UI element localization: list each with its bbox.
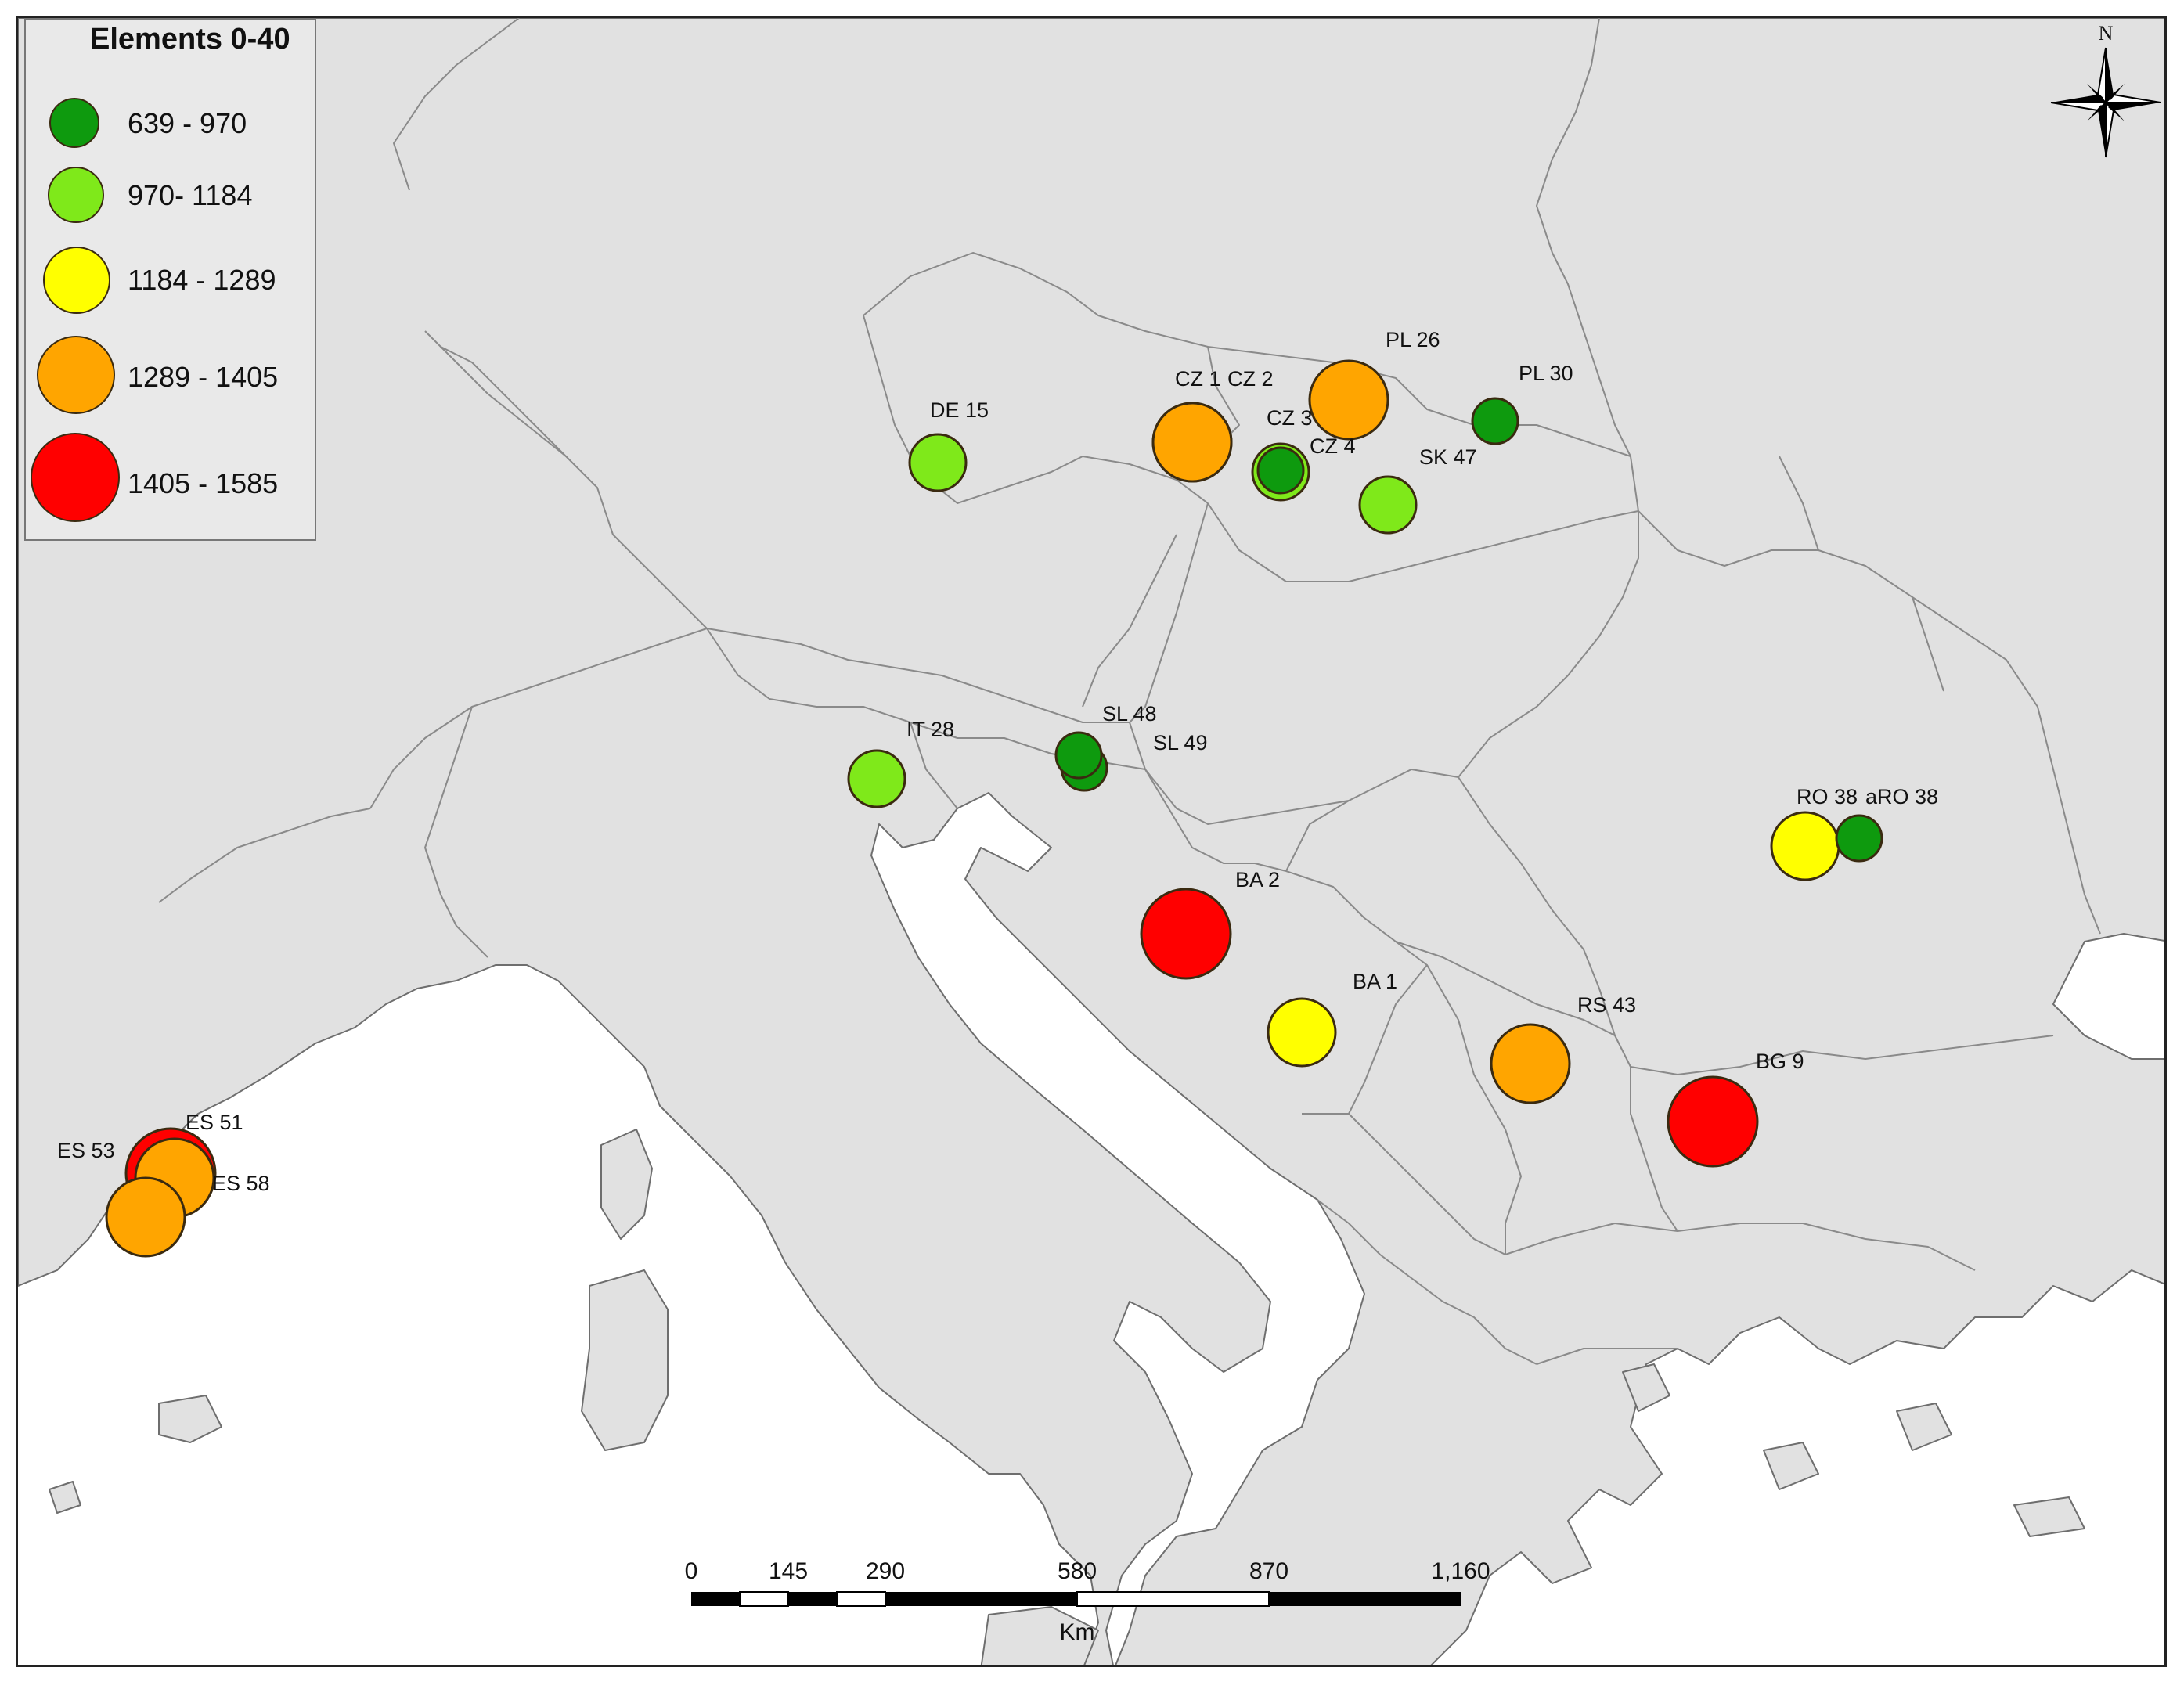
site-marker-sk-47 bbox=[1358, 475, 1418, 535]
site-marker-es-58 bbox=[105, 1176, 186, 1258]
scale-tick-290: 290 bbox=[866, 1558, 905, 1584]
site-marker-rs-43 bbox=[1490, 1023, 1571, 1104]
site-label-rs-43: RS 43 bbox=[1577, 993, 1636, 1017]
legend-label-4: 1289 - 1405 bbox=[128, 361, 279, 393]
scale-bar: 0 145 290 580 870 1,160 Km bbox=[685, 1558, 1490, 1645]
legend: Elements 0-40 639 - 970 970- 1184 1184 -… bbox=[24, 18, 316, 541]
country-borders bbox=[158, 18, 2101, 1365]
site-label-sk-47: SK 47 bbox=[1419, 445, 1477, 469]
site-label-pl-26: PL 26 bbox=[1386, 328, 1440, 351]
site-label-it-28: IT 28 bbox=[906, 718, 954, 741]
legend-swatch-4 bbox=[37, 336, 115, 414]
legend-swatch-3 bbox=[43, 247, 110, 314]
site-label-de-15: DE 15 bbox=[930, 398, 989, 422]
site-marker-bg-9 bbox=[1667, 1075, 1759, 1168]
aegean-island-4 bbox=[2013, 1496, 2085, 1537]
scale-seg-2 bbox=[739, 1591, 789, 1607]
mainland-europe bbox=[18, 18, 2164, 1665]
site-marker-ro-38 bbox=[1770, 811, 1840, 881]
site-marker-ba-1 bbox=[1267, 997, 1337, 1068]
scale-seg-5 bbox=[885, 1592, 1077, 1606]
scale-tick-145: 145 bbox=[769, 1558, 808, 1584]
scale-seg-3 bbox=[788, 1592, 837, 1606]
scale-seg-6 bbox=[1076, 1591, 1270, 1607]
legend-swatch-2 bbox=[48, 167, 104, 223]
legend-label-3: 1184 - 1289 bbox=[128, 264, 276, 296]
balearic-islands bbox=[158, 1395, 222, 1443]
site-marker-de-15 bbox=[908, 433, 968, 492]
site-marker-cz-2 bbox=[1151, 402, 1233, 483]
scale-tick-870: 870 bbox=[1249, 1558, 1288, 1584]
site-marker-aro-38 bbox=[1835, 814, 1883, 863]
site-label-cz-2: CZ 2 bbox=[1227, 367, 1274, 391]
site-label-cz-3: CZ 3 bbox=[1267, 406, 1313, 430]
legend-label-5: 1405 - 1585 bbox=[128, 467, 279, 499]
site-label-es-51: ES 51 bbox=[186, 1111, 243, 1134]
sardinia-island bbox=[581, 1269, 669, 1451]
sicily-island bbox=[980, 1606, 1099, 1665]
site-label-bg-9: BG 9 bbox=[1756, 1050, 1804, 1073]
scale-tick-1160: 1,160 bbox=[1431, 1558, 1490, 1584]
site-label-cz-1: CZ 1 bbox=[1175, 367, 1221, 391]
scale-seg-1 bbox=[691, 1592, 740, 1606]
site-marker-sl-48 bbox=[1054, 731, 1103, 780]
scale-tick-580: 580 bbox=[1058, 1558, 1097, 1584]
site-label-sl-49: SL 49 bbox=[1153, 731, 1208, 754]
balearic-small bbox=[49, 1481, 81, 1514]
site-label-es-58: ES 58 bbox=[212, 1172, 270, 1195]
site-marker-pl-30 bbox=[1471, 397, 1519, 445]
site-marker-it-28 bbox=[847, 749, 906, 808]
scale-seg-7 bbox=[1269, 1592, 1461, 1606]
site-label-cz-4: CZ 4 bbox=[1310, 434, 1356, 458]
legend-swatch-1 bbox=[49, 98, 99, 148]
map-canvas: DE 15 CZ 1 CZ 2 CZ 3 CZ 4 PL 26 PL 30 SK 47 IT 2… bbox=[18, 18, 2164, 1665]
legend-label-2: 970- 1184 bbox=[128, 179, 253, 211]
sites-layer: DE 15 CZ 1 CZ 2 CZ 3 CZ 4 PL 26 PL 30 SK 47 IT 2… bbox=[57, 328, 1938, 1258]
aegean-island-1 bbox=[1622, 1363, 1670, 1412]
aegean-island-3 bbox=[1896, 1403, 1952, 1451]
site-marker-pl-26 bbox=[1308, 359, 1389, 441]
scale-tick-0: 0 bbox=[685, 1558, 698, 1584]
site-label-sl-48: SL 48 bbox=[1102, 702, 1157, 726]
site-label-ro-38: RO 38 bbox=[1797, 785, 1858, 808]
site-marker-cz-3 bbox=[1256, 446, 1305, 495]
scale-unit: Km bbox=[1060, 1619, 1095, 1645]
site-label-ba-1: BA 1 bbox=[1353, 970, 1397, 993]
site-label-es-53: ES 53 bbox=[57, 1139, 115, 1162]
north-label: N bbox=[2099, 22, 2114, 45]
legend-label-1: 639 - 970 bbox=[128, 107, 247, 139]
legend-swatch-5 bbox=[31, 433, 120, 522]
north-arrow-icon bbox=[2050, 47, 2161, 158]
site-label-aro-38: aRO 38 bbox=[1865, 785, 1938, 808]
site-marker-ba-2 bbox=[1140, 888, 1232, 980]
corsica-island bbox=[600, 1129, 653, 1240]
site-label-pl-30: PL 30 bbox=[1519, 362, 1573, 385]
site-label-ba-2: BA 2 bbox=[1235, 868, 1280, 891]
aegean-island-2 bbox=[1763, 1442, 1819, 1490]
map-frame: DE 15 CZ 1 CZ 2 CZ 3 CZ 4 PL 26 PL 30 SK 47 IT 2… bbox=[16, 16, 2167, 1667]
scale-seg-4 bbox=[836, 1591, 886, 1607]
legend-title: Elements 0-40 bbox=[90, 23, 290, 56]
